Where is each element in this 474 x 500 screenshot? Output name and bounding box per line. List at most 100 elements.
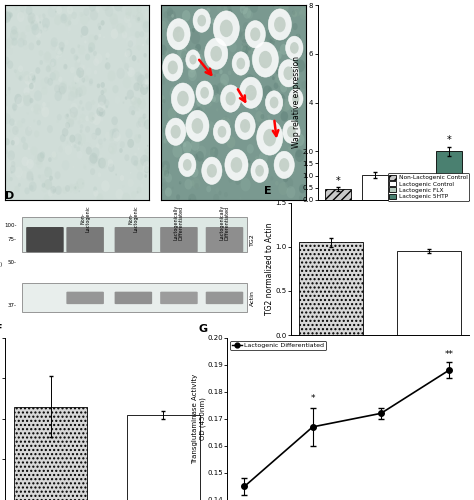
Circle shape xyxy=(186,50,201,70)
Bar xyxy=(397,251,461,335)
Circle shape xyxy=(115,174,117,176)
Circle shape xyxy=(14,122,16,124)
Circle shape xyxy=(140,97,143,101)
Circle shape xyxy=(90,152,98,164)
Circle shape xyxy=(299,184,306,194)
Circle shape xyxy=(103,4,106,8)
Circle shape xyxy=(93,51,97,56)
Circle shape xyxy=(19,77,21,80)
Circle shape xyxy=(111,116,118,125)
Circle shape xyxy=(39,60,43,65)
Circle shape xyxy=(205,60,210,68)
Text: *: * xyxy=(447,135,451,145)
FancyBboxPatch shape xyxy=(160,292,198,304)
Circle shape xyxy=(91,100,95,105)
Circle shape xyxy=(177,46,187,59)
Circle shape xyxy=(193,9,210,32)
Circle shape xyxy=(74,75,79,83)
Circle shape xyxy=(145,114,147,117)
Circle shape xyxy=(137,81,145,92)
Circle shape xyxy=(131,156,138,166)
Circle shape xyxy=(8,87,10,90)
Circle shape xyxy=(109,147,112,152)
Circle shape xyxy=(202,160,204,162)
Circle shape xyxy=(22,92,31,104)
Circle shape xyxy=(137,45,140,50)
Circle shape xyxy=(263,86,273,99)
Circle shape xyxy=(80,124,83,129)
Circle shape xyxy=(140,166,146,174)
Circle shape xyxy=(205,18,211,28)
Circle shape xyxy=(100,158,108,169)
Bar xyxy=(436,151,462,200)
Circle shape xyxy=(56,55,59,59)
Circle shape xyxy=(243,32,247,37)
Circle shape xyxy=(15,6,18,10)
Circle shape xyxy=(115,96,120,104)
Circle shape xyxy=(119,148,123,153)
Circle shape xyxy=(173,23,181,33)
Circle shape xyxy=(9,177,13,181)
Circle shape xyxy=(85,116,89,121)
Circle shape xyxy=(130,4,139,16)
Circle shape xyxy=(11,26,18,34)
Circle shape xyxy=(247,122,257,135)
Circle shape xyxy=(108,164,115,172)
Circle shape xyxy=(23,44,27,50)
Circle shape xyxy=(122,32,128,38)
Circle shape xyxy=(274,124,280,132)
Circle shape xyxy=(251,54,257,63)
Circle shape xyxy=(56,120,59,123)
Circle shape xyxy=(4,17,8,22)
Circle shape xyxy=(68,91,75,101)
Circle shape xyxy=(21,156,28,166)
Circle shape xyxy=(29,83,34,89)
Circle shape xyxy=(245,20,265,48)
Circle shape xyxy=(188,194,196,205)
Circle shape xyxy=(143,20,149,28)
Circle shape xyxy=(33,119,35,122)
Circle shape xyxy=(137,74,146,86)
Circle shape xyxy=(45,166,48,170)
Circle shape xyxy=(242,70,246,75)
Circle shape xyxy=(173,98,177,102)
Circle shape xyxy=(73,166,74,168)
Circle shape xyxy=(83,142,91,154)
Circle shape xyxy=(65,145,72,155)
Circle shape xyxy=(81,71,84,76)
Circle shape xyxy=(235,112,255,140)
Text: 37-: 37- xyxy=(8,304,17,308)
Circle shape xyxy=(278,36,283,42)
Circle shape xyxy=(122,185,124,188)
Circle shape xyxy=(219,191,222,195)
Circle shape xyxy=(259,152,268,164)
Circle shape xyxy=(259,122,264,128)
Circle shape xyxy=(50,58,56,66)
Circle shape xyxy=(31,146,37,156)
Circle shape xyxy=(144,160,146,162)
Circle shape xyxy=(207,164,217,177)
Circle shape xyxy=(173,96,174,98)
Circle shape xyxy=(18,32,25,42)
Circle shape xyxy=(54,84,60,92)
Circle shape xyxy=(102,88,106,93)
Circle shape xyxy=(167,18,190,50)
Circle shape xyxy=(229,103,237,113)
Circle shape xyxy=(194,14,200,22)
Circle shape xyxy=(25,126,32,136)
Circle shape xyxy=(88,47,93,53)
Circle shape xyxy=(132,97,140,108)
FancyBboxPatch shape xyxy=(26,227,64,252)
Circle shape xyxy=(14,186,19,192)
Circle shape xyxy=(41,106,45,112)
Circle shape xyxy=(44,179,52,190)
Circle shape xyxy=(171,125,181,138)
Circle shape xyxy=(228,42,237,52)
Circle shape xyxy=(75,95,78,98)
Circle shape xyxy=(40,152,45,158)
Circle shape xyxy=(4,138,10,145)
Circle shape xyxy=(137,98,146,110)
Circle shape xyxy=(182,141,191,154)
Circle shape xyxy=(143,161,151,172)
Circle shape xyxy=(275,181,279,186)
